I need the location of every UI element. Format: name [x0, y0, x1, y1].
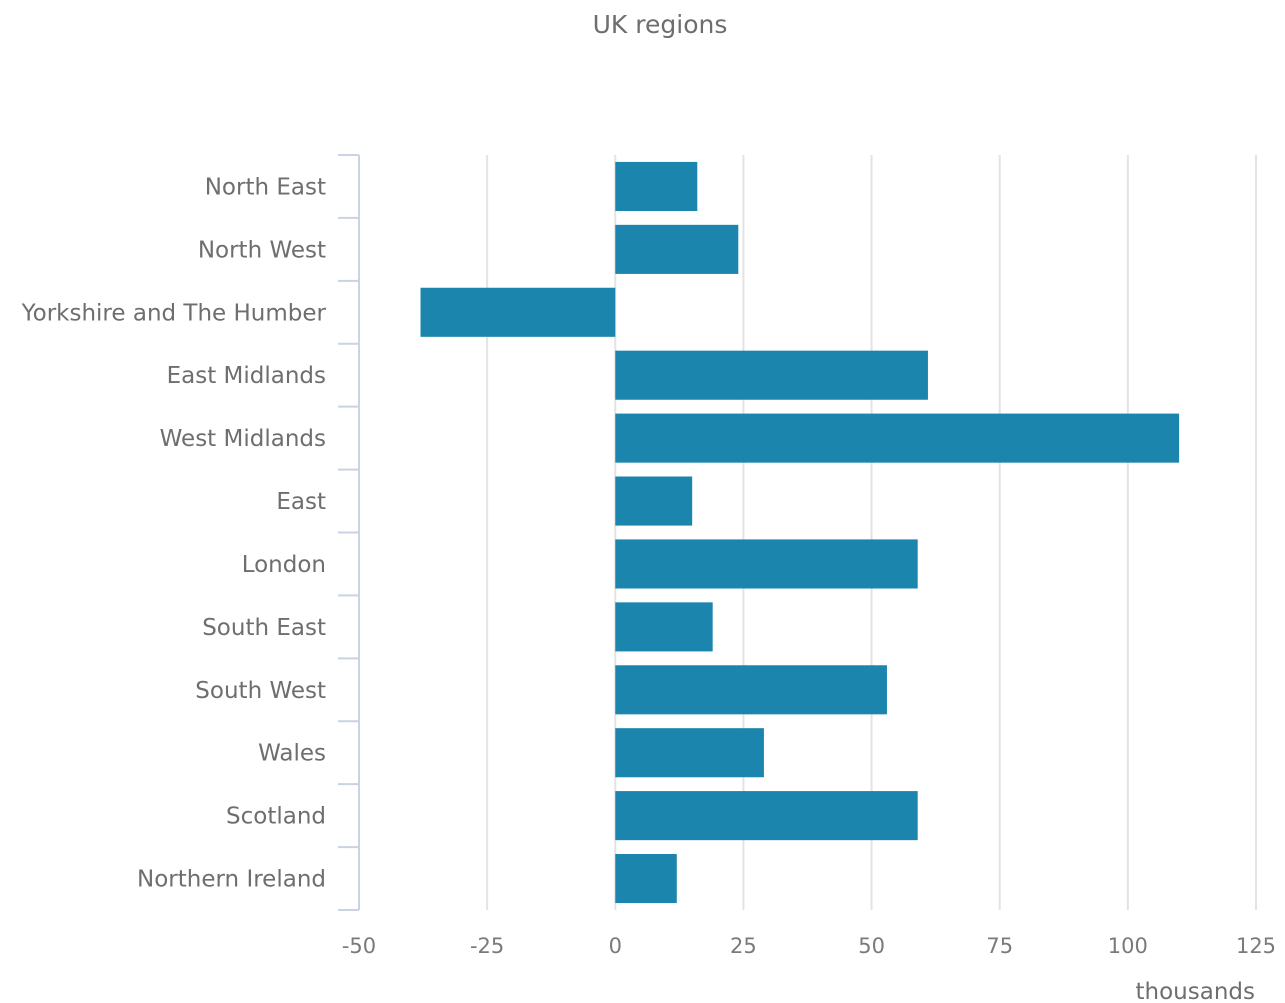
category-label: East [276, 489, 326, 515]
bar-north-west [615, 224, 739, 274]
chart-title: UK regions [593, 10, 728, 39]
category-label: North West [198, 237, 326, 263]
category-label: Yorkshire and The Humber [21, 300, 327, 326]
bar-east-midlands [615, 350, 928, 400]
bar-north-east [615, 161, 698, 211]
category-labels: North East North West Yorkshire and The Hu… [21, 174, 327, 892]
category-label: West Midlands [160, 426, 326, 452]
bar-south-west [615, 665, 887, 715]
x-tick-label: -50 [342, 934, 376, 958]
bars [420, 161, 1180, 904]
x-tick-label: 50 [858, 934, 885, 958]
bar-northern-ireland [615, 854, 677, 904]
category-label: East Midlands [167, 363, 326, 389]
bar-wales [615, 728, 764, 778]
bar-london [615, 539, 918, 589]
x-tick-label: 25 [730, 934, 757, 958]
bar-south-east [615, 602, 713, 652]
x-tick-label: 0 [609, 934, 622, 958]
x-axis-unit-label: thousands [1136, 979, 1255, 1003]
bar-east [615, 476, 693, 526]
x-tick-label: 75 [986, 934, 1013, 958]
category-label: London [242, 552, 326, 578]
bar-scotland [615, 791, 918, 841]
x-tick-label: 100 [1108, 934, 1148, 958]
y-axis [338, 154, 360, 911]
x-tick-label: 125 [1236, 934, 1276, 958]
category-label: Wales [258, 741, 326, 767]
category-label: Northern Ireland [137, 867, 326, 893]
category-label: South West [195, 678, 326, 704]
bar-yorkshire-and-the-humber [420, 287, 616, 337]
category-label: North East [205, 174, 326, 200]
x-tick-labels: -50 -25 0 25 50 75 100 125 [342, 934, 1276, 958]
category-label: South East [202, 615, 326, 641]
gridlines [486, 155, 1257, 910]
category-label: Scotland [226, 804, 326, 830]
x-tick-label: -25 [470, 934, 504, 958]
bar-west-midlands [615, 413, 1180, 463]
